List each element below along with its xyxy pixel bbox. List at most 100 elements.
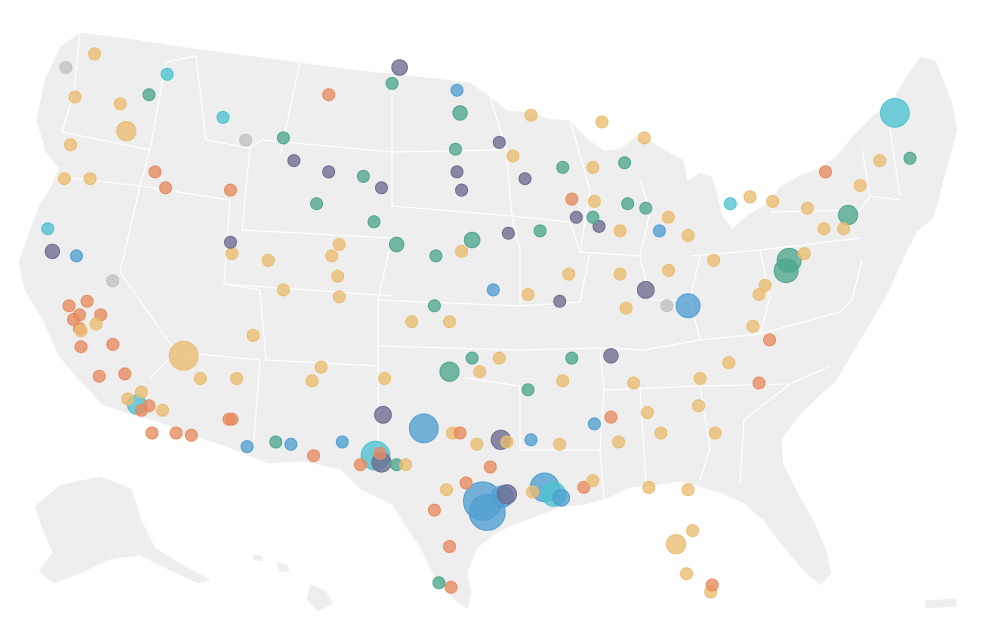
map-marker-gold[interactable]: [853, 179, 867, 192]
map-marker-orange[interactable]: [819, 165, 832, 179]
map-marker-gold[interactable]: [800, 201, 814, 215]
map-marker-gold[interactable]: [378, 372, 392, 385]
map-marker-gold[interactable]: [661, 210, 675, 224]
map-marker-purple[interactable]: [496, 484, 517, 505]
map-marker-gold[interactable]: [619, 301, 633, 315]
map-marker-orange[interactable]: [752, 376, 766, 390]
map-marker-orange[interactable]: [92, 369, 106, 383]
map-marker-gold[interactable]: [225, 247, 239, 261]
map-marker-gold[interactable]: [134, 385, 148, 399]
map-marker-orange[interactable]: [604, 410, 618, 424]
map-marker-gold[interactable]: [627, 376, 641, 390]
map-marker-orange[interactable]: [148, 165, 162, 179]
map-marker-gold[interactable]: [68, 90, 82, 104]
map-marker-gold[interactable]: [562, 267, 576, 281]
map-marker-gold[interactable]: [681, 483, 695, 497]
map-marker-gold[interactable]: [665, 534, 687, 555]
map-marker-gray[interactable]: [239, 133, 253, 147]
map-marker-gold[interactable]: [556, 374, 570, 388]
map-marker-gold[interactable]: [156, 403, 170, 417]
map-marker-teal[interactable]: [439, 361, 460, 382]
map-marker-gray[interactable]: [106, 274, 120, 288]
map-marker-gold[interactable]: [64, 138, 77, 152]
map-marker-orange[interactable]: [307, 449, 321, 463]
map-marker-orange[interactable]: [577, 480, 591, 494]
map-marker-gold[interactable]: [662, 263, 676, 277]
map-marker-teal[interactable]: [621, 197, 635, 211]
map-marker-teal[interactable]: [556, 160, 570, 174]
map-marker-gold[interactable]: [230, 372, 244, 385]
map-marker-gray[interactable]: [660, 299, 674, 313]
map-marker-purple[interactable]: [492, 135, 506, 149]
map-marker-blue[interactable]: [524, 433, 538, 447]
map-marker-gold[interactable]: [89, 317, 103, 331]
map-marker-gold[interactable]: [586, 474, 600, 488]
map-marker-blue[interactable]: [70, 249, 83, 263]
map-marker-teal[interactable]: [385, 76, 399, 90]
map-marker-gold[interactable]: [305, 374, 319, 388]
map-marker-gold[interactable]: [743, 190, 757, 204]
map-marker-blue[interactable]: [408, 413, 439, 444]
map-marker-gold[interactable]: [331, 269, 345, 283]
map-marker-gold[interactable]: [613, 267, 627, 281]
map-marker-gold[interactable]: [680, 567, 693, 581]
map-marker-orange[interactable]: [427, 503, 441, 517]
map-marker-gold[interactable]: [473, 365, 487, 379]
map-marker-gold[interactable]: [492, 351, 506, 365]
map-marker-gold[interactable]: [722, 356, 736, 370]
map-marker-teal[interactable]: [533, 224, 547, 238]
map-marker-teal[interactable]: [465, 351, 479, 365]
map-marker-purple[interactable]: [375, 181, 388, 195]
map-marker-teal[interactable]: [367, 215, 381, 229]
map-marker-blue[interactable]: [240, 440, 254, 454]
map-marker-orange[interactable]: [373, 446, 387, 460]
map-marker-gold[interactable]: [276, 283, 290, 297]
map-marker-blue[interactable]: [652, 224, 666, 238]
map-marker-gold[interactable]: [455, 244, 469, 258]
map-marker-purple[interactable]: [501, 226, 515, 240]
map-marker-gold[interactable]: [837, 222, 851, 236]
map-marker-gold[interactable]: [587, 194, 601, 208]
map-marker-teal[interactable]: [565, 351, 579, 365]
map-marker-gold[interactable]: [57, 172, 71, 186]
map-marker-gold[interactable]: [873, 154, 887, 168]
map-marker-gold[interactable]: [746, 319, 760, 333]
map-marker-orange[interactable]: [169, 426, 183, 440]
map-marker-gold[interactable]: [708, 426, 722, 440]
map-marker-orange[interactable]: [62, 299, 76, 313]
map-marker-purple[interactable]: [636, 281, 655, 299]
map-marker-orange[interactable]: [459, 476, 473, 490]
map-marker-gold[interactable]: [640, 406, 654, 419]
map-marker-orange[interactable]: [73, 308, 86, 322]
map-marker-gold[interactable]: [521, 288, 535, 301]
map-marker-orange[interactable]: [565, 192, 579, 206]
map-marker-orange[interactable]: [118, 367, 132, 381]
map-marker-gold[interactable]: [693, 372, 707, 385]
map-marker-teal[interactable]: [427, 299, 441, 313]
map-marker-gold[interactable]: [399, 458, 413, 472]
map-marker-gold[interactable]: [654, 426, 668, 440]
map-marker-teal[interactable]: [449, 142, 462, 156]
map-marker-gold[interactable]: [752, 288, 766, 301]
map-marker-cyan[interactable]: [41, 222, 55, 236]
map-marker-gold[interactable]: [612, 435, 626, 449]
map-marker-gold[interactable]: [443, 315, 456, 329]
map-marker-orange[interactable]: [80, 294, 94, 308]
map-marker-teal[interactable]: [618, 156, 632, 170]
map-marker-cyan[interactable]: [160, 67, 174, 81]
map-marker-teal[interactable]: [586, 210, 600, 224]
map-marker-orange[interactable]: [74, 340, 88, 354]
map-marker-gold[interactable]: [332, 238, 346, 251]
map-marker-teal[interactable]: [269, 435, 283, 449]
map-marker-gold[interactable]: [686, 524, 700, 538]
map-marker-orange[interactable]: [322, 88, 336, 102]
map-marker-orange[interactable]: [224, 183, 237, 197]
map-marker-teal[interactable]: [903, 151, 917, 165]
map-marker-blue[interactable]: [450, 83, 464, 97]
map-marker-cyan[interactable]: [880, 98, 910, 128]
map-marker-gold[interactable]: [440, 483, 453, 497]
map-marker-purple[interactable]: [603, 348, 619, 364]
map-marker-blue[interactable]: [552, 488, 571, 507]
map-marker-teal[interactable]: [356, 169, 370, 183]
map-marker-orange[interactable]: [145, 426, 159, 440]
